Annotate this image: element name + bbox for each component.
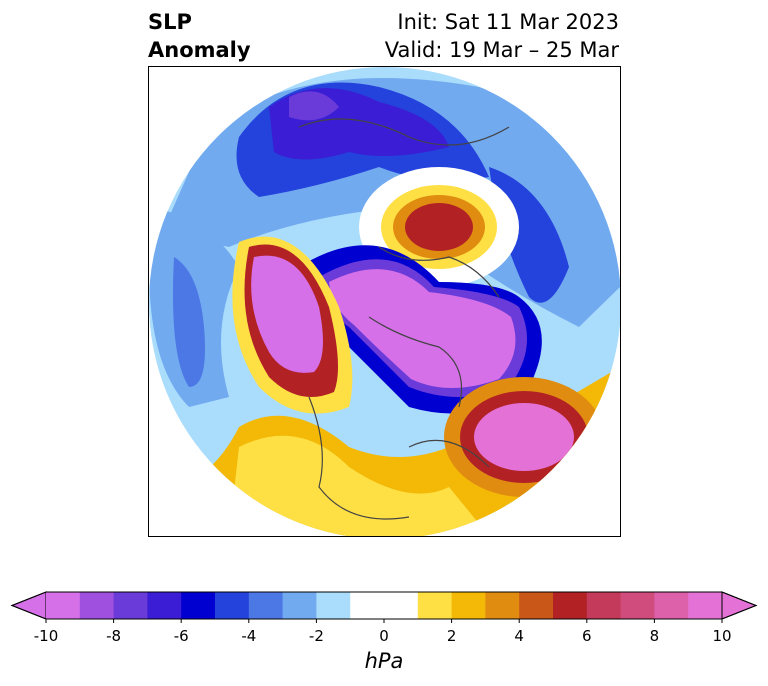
colorbar-cell bbox=[46, 592, 81, 619]
colorbar-tick-label: -8 bbox=[106, 627, 122, 645]
colorbar-cell bbox=[654, 592, 689, 619]
colorbar-tick-label: -6 bbox=[173, 627, 189, 645]
colorbar-cell bbox=[451, 592, 486, 619]
siberia-high-6 bbox=[405, 203, 473, 251]
title-right: Init: Sat 11 Mar 2023 Valid: 19 Mar – 25… bbox=[385, 8, 619, 64]
aleutian-positive-anomaly bbox=[251, 255, 323, 373]
colorbar-cell bbox=[553, 592, 588, 619]
colorbar-tick-label: 4 bbox=[514, 627, 524, 645]
colorbar-cell bbox=[586, 592, 622, 619]
colorbar-tick-label: 0 bbox=[379, 627, 389, 645]
north-america-light-yellow bbox=[229, 435, 489, 536]
colorbar-cell bbox=[147, 592, 182, 619]
colorbar-cell bbox=[113, 592, 148, 619]
colorbar-tick-label: 2 bbox=[446, 627, 457, 645]
colorbar-cell bbox=[181, 592, 216, 619]
colorbar-cell bbox=[688, 592, 723, 619]
north-atlantic-positive-anomaly bbox=[474, 403, 574, 471]
colorbar-cell bbox=[79, 592, 115, 619]
colorbar-cell bbox=[384, 592, 419, 619]
colorbar-unit-label: hPa bbox=[364, 649, 404, 673]
colorbar-tick-label: -4 bbox=[241, 627, 257, 645]
title-left: SLP Anomaly bbox=[148, 8, 251, 64]
colorbar-tick-label: 8 bbox=[649, 627, 660, 645]
colorbar-cell bbox=[248, 592, 284, 619]
colorbar-cell bbox=[519, 592, 554, 619]
arctic-central-negative-anomaly bbox=[329, 269, 516, 388]
valid-range: Valid: 19 Mar – 25 Mar bbox=[384, 38, 619, 62]
colorbar-extend-high bbox=[721, 591, 758, 620]
map-disk bbox=[149, 67, 620, 536]
init-date: Init: Sat 11 Mar 2023 bbox=[397, 10, 619, 34]
colorbar-cell bbox=[417, 592, 453, 619]
west-blue-core bbox=[173, 257, 205, 387]
colorbar-cell bbox=[316, 592, 351, 619]
anomaly-map bbox=[149, 67, 620, 536]
variable-name-line2: Anomaly bbox=[148, 38, 251, 62]
colorbar-cell bbox=[620, 592, 655, 619]
colorbar-tick-label: -10 bbox=[33, 627, 59, 645]
map-frame bbox=[148, 66, 621, 537]
colorbar-extend-low bbox=[10, 591, 47, 620]
colorbar-cell bbox=[485, 592, 520, 619]
variable-name-line1: SLP bbox=[148, 10, 192, 34]
colorbar-cell bbox=[215, 592, 250, 619]
eurasia-negative-core bbox=[289, 91, 339, 121]
colorbar-tick-label: 6 bbox=[582, 627, 592, 645]
coastlines bbox=[298, 118, 510, 520]
colorbar-tick-label: -2 bbox=[308, 627, 324, 645]
colorbar-cell bbox=[350, 592, 385, 619]
colorbar bbox=[10, 591, 758, 623]
colorbar-cell bbox=[282, 592, 317, 619]
colorbar-tick-label: 10 bbox=[712, 627, 732, 645]
